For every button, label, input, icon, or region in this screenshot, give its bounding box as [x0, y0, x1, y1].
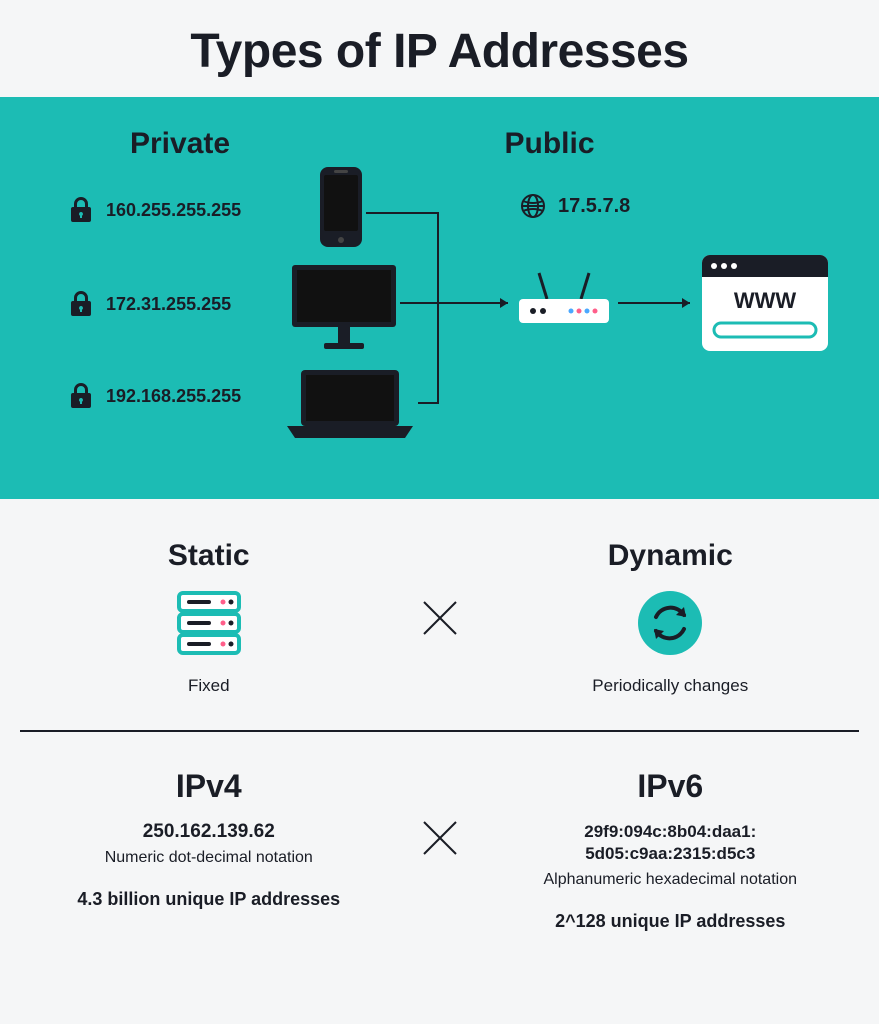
x-separator-icon	[418, 596, 462, 640]
ipv4-col: IPv4 250.162.139.62 Numeric dot-decimal …	[0, 768, 418, 910]
dynamic-title: Dynamic	[462, 539, 879, 573]
x-separator-icon	[418, 816, 462, 860]
ipv6-count: 2^128 unique IP addresses	[474, 911, 868, 932]
public-ip-value: 17.5.7.8	[558, 195, 630, 218]
ipv4-count: 4.3 billion unique IP addresses	[12, 889, 406, 910]
ipv4-title: IPv4	[12, 768, 406, 805]
page-title: Types of IP Addresses	[0, 0, 879, 97]
browser-icon: WWW	[700, 253, 830, 353]
dynamic-caption: Periodically changes	[462, 676, 879, 696]
private-ip-value: 192.168.255.255	[106, 386, 241, 407]
private-ip-value: 172.31.255.255	[106, 294, 231, 315]
static-title: Static	[0, 539, 418, 573]
static-col: Static Fixed	[0, 539, 418, 696]
private-ip-row: 160.255.255.255	[70, 197, 241, 223]
public-ip-row: 17.5.7.8	[520, 193, 630, 219]
phone-icon	[318, 165, 364, 249]
private-ip-row: 172.31.255.255	[70, 291, 231, 317]
private-public-panel: Private Public 160.255.255.255 172.31.25…	[0, 97, 879, 499]
private-ip-row: 192.168.255.255	[70, 383, 241, 409]
ipv6-title: IPv6	[474, 768, 868, 805]
lock-icon	[70, 291, 92, 317]
globe-icon	[520, 193, 546, 219]
refresh-icon	[634, 587, 706, 659]
ipv6-desc: Alphanumeric hexadecimal notation	[474, 871, 868, 889]
ipv6-col: IPv6 29f9:094c:8b04:daa1: 5d05:c9aa:2315…	[462, 768, 879, 932]
private-header: Private	[40, 127, 465, 161]
private-ip-value: 160.255.255.255	[106, 200, 241, 221]
lock-icon	[70, 197, 92, 223]
router-icon	[515, 271, 613, 331]
laptop-icon	[285, 368, 415, 440]
ipv6-example: 29f9:094c:8b04:daa1: 5d05:c9aa:2315:d5c3	[474, 821, 868, 865]
lock-icon	[70, 383, 92, 409]
monitor-icon	[290, 263, 398, 351]
ipv4-example: 250.162.139.62	[12, 821, 406, 843]
public-header: Public	[465, 127, 840, 161]
static-caption: Fixed	[0, 676, 418, 696]
static-dynamic-section: Static Fixed Dynamic	[0, 499, 879, 726]
server-icon	[173, 587, 245, 659]
dynamic-col: Dynamic Periodically changes	[462, 539, 879, 696]
ipv-section: IPv4 250.162.139.62 Numeric dot-decimal …	[0, 732, 879, 972]
ipv4-desc: Numeric dot-decimal notation	[12, 849, 406, 867]
svg-text:WWW: WWW	[734, 288, 797, 313]
